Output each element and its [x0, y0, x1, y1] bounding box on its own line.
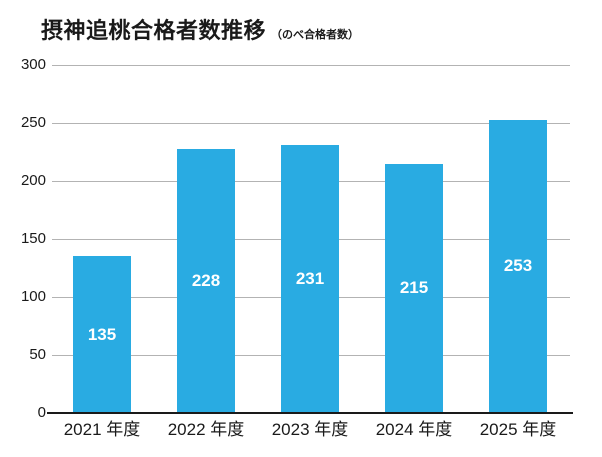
chart-title: 摂神追桃合格者数推移 — [41, 18, 267, 44]
bar-value-label: 231 — [295, 269, 325, 288]
bar-value-label: 215 — [399, 278, 429, 298]
y-axis-tick-label: 50 — [29, 346, 46, 363]
gridline — [52, 122, 570, 124]
bar-value-label: 228 — [191, 270, 221, 290]
bar-value-label: 253 — [503, 256, 533, 276]
x-axis-line — [47, 412, 573, 414]
y-axis-tick-label: 150 — [20, 230, 46, 247]
x-axis-category-label: 2021 年度 — [63, 420, 141, 439]
x-axis-category-label: 2025 年度 — [479, 420, 557, 439]
chart-title-row: 摂神追桃合格者数推移 （のべ合格者数） — [41, 13, 359, 45]
y-axis-tick-label: 300 — [20, 56, 46, 73]
y-axis-tick-label: 250 — [20, 114, 46, 131]
bar-value-label: 135 — [87, 324, 117, 344]
bar: 228 — [177, 148, 235, 413]
gridline — [52, 64, 570, 66]
bar: 231 — [281, 145, 339, 413]
y-axis-tick-label: 100 — [20, 288, 46, 305]
y-axis-tick-label: 200 — [20, 172, 46, 189]
y-axis-tick-label: 0 — [37, 404, 46, 421]
bar: 215 — [385, 163, 443, 413]
x-axis-category-label: 2022 年度 — [167, 420, 245, 439]
bar: 135 — [73, 256, 131, 413]
chart-subtitle: （のべ合格者数） — [271, 28, 360, 41]
x-axis-category-label: 2024 年度 — [375, 420, 453, 439]
bar: 253 — [489, 119, 547, 413]
x-axis-category-label: 2023 年度 — [271, 420, 349, 439]
